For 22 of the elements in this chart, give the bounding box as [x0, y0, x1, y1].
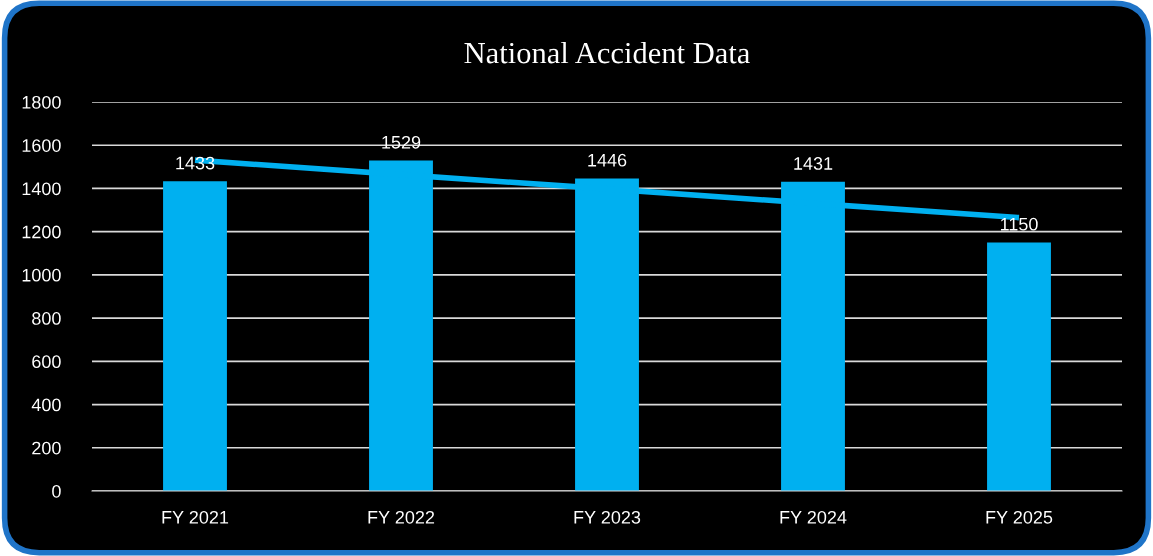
data-label: 1431: [794, 157, 833, 170]
y-tick-label: 600: [32, 355, 61, 369]
chart-title: National Accident Data: [464, 41, 750, 64]
y-tick-label: 1000: [22, 268, 61, 282]
y-tick-label: 1200: [22, 225, 61, 239]
data-label: 1446: [588, 153, 627, 167]
x-tick-label: FY 2024: [780, 510, 847, 524]
bar: [163, 181, 227, 491]
y-tick-label: 1400: [22, 182, 61, 196]
x-tick-label: FY 2025: [986, 510, 1053, 524]
data-label: 1433: [176, 156, 215, 170]
y-tick-label: 800: [32, 312, 61, 325]
y-tick-label: 200: [32, 441, 61, 455]
x-tick-label: FY 2023: [574, 510, 641, 524]
y-tick-label: 400: [31, 398, 61, 412]
y-tick-label: 1800: [22, 95, 61, 109]
y-tick-label: 1600: [22, 139, 61, 152]
data-label: 1150: [1000, 217, 1038, 231]
bar: [987, 242, 1051, 491]
x-tick-label: FY 2021: [162, 510, 229, 524]
y-tick-label: 0: [52, 484, 61, 498]
x-tick-label: FY 2022: [368, 510, 435, 524]
